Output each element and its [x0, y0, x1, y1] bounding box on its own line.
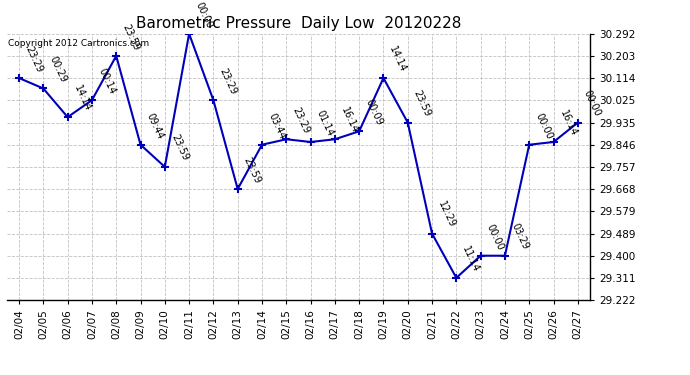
Text: 23:29: 23:29 [23, 44, 44, 74]
Text: 14:14: 14:14 [388, 45, 408, 74]
Text: 12:29: 12:29 [436, 200, 457, 230]
Text: 00:00: 00:00 [533, 111, 554, 141]
Text: 23:59: 23:59 [169, 133, 190, 163]
Text: 23:29: 23:29 [217, 66, 239, 96]
Text: 23:29: 23:29 [290, 105, 311, 135]
Text: 11:14: 11:14 [460, 244, 482, 274]
Text: 01:14: 01:14 [315, 108, 335, 138]
Text: Copyright 2012 Cartronics.com: Copyright 2012 Cartronics.com [8, 39, 149, 48]
Text: 23:59: 23:59 [120, 22, 141, 52]
Text: 23:59: 23:59 [242, 155, 263, 185]
Title: Barometric Pressure  Daily Low  20120228: Barometric Pressure Daily Low 20120228 [136, 16, 461, 31]
Text: 03:44: 03:44 [266, 111, 287, 141]
Text: 03:29: 03:29 [509, 222, 530, 252]
Text: 00:00: 00:00 [485, 222, 506, 252]
Text: 23:59: 23:59 [412, 89, 433, 118]
Text: 09:44: 09:44 [145, 111, 166, 141]
Text: 16:14: 16:14 [558, 108, 578, 138]
Text: 00:00: 00:00 [193, 0, 214, 30]
Text: 00:00: 00:00 [582, 89, 603, 118]
Text: 14:14: 14:14 [72, 84, 92, 113]
Text: 00:14: 00:14 [96, 67, 117, 96]
Text: 16:14: 16:14 [339, 106, 359, 135]
Text: 00:29: 00:29 [48, 55, 68, 84]
Text: 00:09: 00:09 [364, 98, 384, 127]
